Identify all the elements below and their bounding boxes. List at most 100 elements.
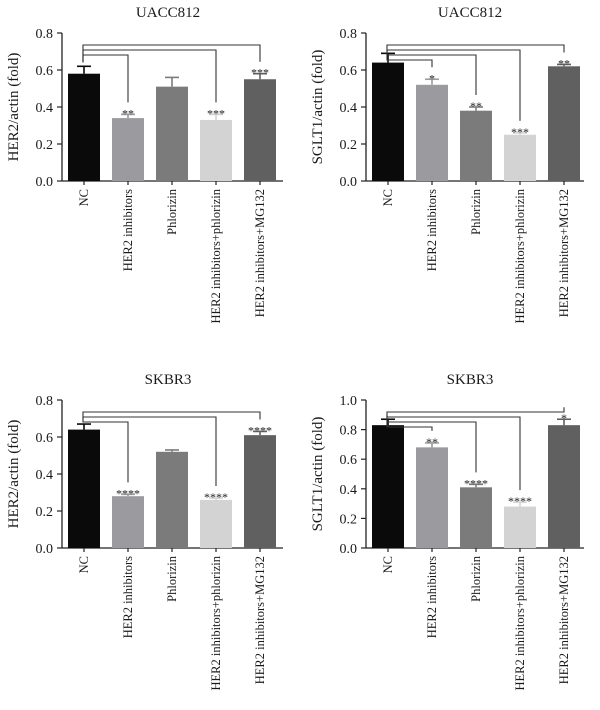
x-tick-label: HER2 inhibitors <box>425 556 439 638</box>
x-tick-label: NC <box>77 189 91 206</box>
y-tick-label: 0.6 <box>36 431 54 446</box>
comparison-bracket <box>82 49 217 103</box>
bar-3 <box>156 451 188 548</box>
bar-5 <box>548 425 580 548</box>
y-tick-label: 0.4 <box>340 101 358 116</box>
significance-marker: *** <box>207 106 225 120</box>
x-tick-label: HER2 inhibitors+phlorizin <box>513 188 527 323</box>
y-tick-label: 0.0 <box>36 175 54 190</box>
y-tick-label: 0.2 <box>36 138 54 153</box>
chart-panel-2: UACC812 0.0 0.2 0.4 0.6 0.8 SGLT1/actin (fold)… <box>310 5 584 323</box>
bar-5 <box>244 79 276 181</box>
comparison-bracket <box>386 49 521 121</box>
bar-3 <box>460 110 492 181</box>
bar-2 <box>416 84 448 181</box>
x-tick-label: HER2 inhibitors <box>425 189 439 271</box>
y-tick-label: 0.6 <box>36 64 54 79</box>
y-axis-label: HER2/actin (fold) <box>6 420 22 529</box>
chart-title: UACC812 <box>136 5 200 21</box>
chart-title: UACC812 <box>438 5 502 21</box>
y-tick-label: 0.4 <box>36 468 54 483</box>
y-tick-label: 1.0 <box>340 394 358 409</box>
significance-marker: **** <box>464 476 488 490</box>
x-tick-label: HER2 inhibitors+phlorizin <box>209 555 223 690</box>
x-tick-label: HER2 inhibitors+phlorizin <box>209 188 223 323</box>
x-tick-label: HER2 inhibitors+MG132 <box>557 189 571 317</box>
bar-1 <box>372 62 404 181</box>
x-tick-label: Phlorizin <box>165 555 179 602</box>
y-tick-label: 0.6 <box>340 64 358 79</box>
y-axis-label: SGLT1/actin (fold) <box>310 417 326 532</box>
y-axis-label: SGLT1/actin (fold) <box>310 50 326 165</box>
significance-marker: **** <box>204 490 228 504</box>
significance-marker: *** <box>251 66 269 80</box>
comparison-bracket <box>82 44 261 63</box>
bar-4 <box>200 119 232 181</box>
bar-3 <box>156 86 188 181</box>
x-tick-label: Phlorizin <box>469 188 483 235</box>
x-tick-label: Phlorizin <box>165 188 179 235</box>
significance-marker: ** <box>558 56 570 70</box>
comparison-bracket <box>386 415 477 473</box>
x-tick-label: Phlorizin <box>469 555 483 602</box>
significance-marker: **** <box>508 494 532 508</box>
y-tick-label: 0.0 <box>340 542 358 557</box>
x-tick-label: NC <box>381 189 395 206</box>
x-tick-label: NC <box>77 556 91 573</box>
significance-marker: * <box>429 71 435 85</box>
bar-4 <box>504 506 536 548</box>
bar-2 <box>112 496 144 548</box>
comparison-bracket <box>386 44 565 53</box>
comparison-bracket <box>82 416 217 487</box>
y-tick-label: 0.0 <box>340 175 358 190</box>
y-tick-label: 0.6 <box>340 453 358 468</box>
comparison-bracket <box>82 420 129 483</box>
comparison-bracket <box>82 411 261 421</box>
comparison-bracket <box>386 49 477 95</box>
significance-marker: **** <box>116 486 140 500</box>
bar-1 <box>68 429 100 548</box>
bar-1 <box>372 425 404 548</box>
bar-3 <box>460 487 492 548</box>
y-tick-label: 0.4 <box>340 483 358 498</box>
significance-marker: * <box>561 411 567 425</box>
bar-2 <box>416 447 448 548</box>
x-tick-label: NC <box>381 556 395 573</box>
significance-marker: ** <box>426 435 438 449</box>
x-tick-label: HER2 inhibitors <box>121 556 135 638</box>
x-tick-label: HER2 inhibitors+MG132 <box>253 189 267 317</box>
significance-marker: ** <box>470 99 482 113</box>
chart-title: SKBR3 <box>447 372 494 388</box>
chart-panel-3: SKBR3 0.0 0.2 0.4 0.6 0.8 HER2/actin (fold) NC *… <box>6 372 283 690</box>
x-tick-label: HER2 inhibitors+phlorizin <box>513 555 527 690</box>
y-tick-label: 0.0 <box>36 542 54 557</box>
y-tick-label: 0.8 <box>340 424 358 439</box>
y-tick-label: 0.2 <box>36 505 54 520</box>
y-tick-label: 0.8 <box>36 27 54 42</box>
x-tick-label: HER2 inhibitors <box>121 189 135 271</box>
y-tick-label: 0.8 <box>340 27 358 42</box>
bar-4 <box>200 499 232 548</box>
bar-1 <box>68 73 100 181</box>
comparison-bracket <box>386 407 565 416</box>
y-tick-label: 0.2 <box>340 512 358 527</box>
x-tick-label: HER2 inhibitors+MG132 <box>557 556 571 684</box>
chart-panel-4: SKBR3 0.0 0.2 0.4 0.6 0.8 1.0 SGLT1/actin (fold… <box>310 372 584 690</box>
significance-marker: **** <box>248 423 272 437</box>
y-tick-label: 0.2 <box>340 138 358 153</box>
bar-2 <box>112 118 144 181</box>
bar-5 <box>548 66 580 181</box>
x-tick-label: HER2 inhibitors+MG132 <box>253 556 267 684</box>
comparison-bracket <box>386 415 521 491</box>
y-tick-label: 0.8 <box>36 394 54 409</box>
y-tick-label: 0.4 <box>36 101 54 116</box>
chart-panel-1: UACC812 0.0 0.2 0.4 0.6 0.8 HER2/actin (fold) N… <box>6 5 283 323</box>
bar-5 <box>244 435 276 548</box>
chart-title: SKBR3 <box>145 372 192 388</box>
bar-4 <box>504 134 536 181</box>
significance-marker: *** <box>511 125 529 139</box>
significance-marker: ** <box>122 106 134 120</box>
y-axis-label: HER2/actin (fold) <box>6 53 22 162</box>
